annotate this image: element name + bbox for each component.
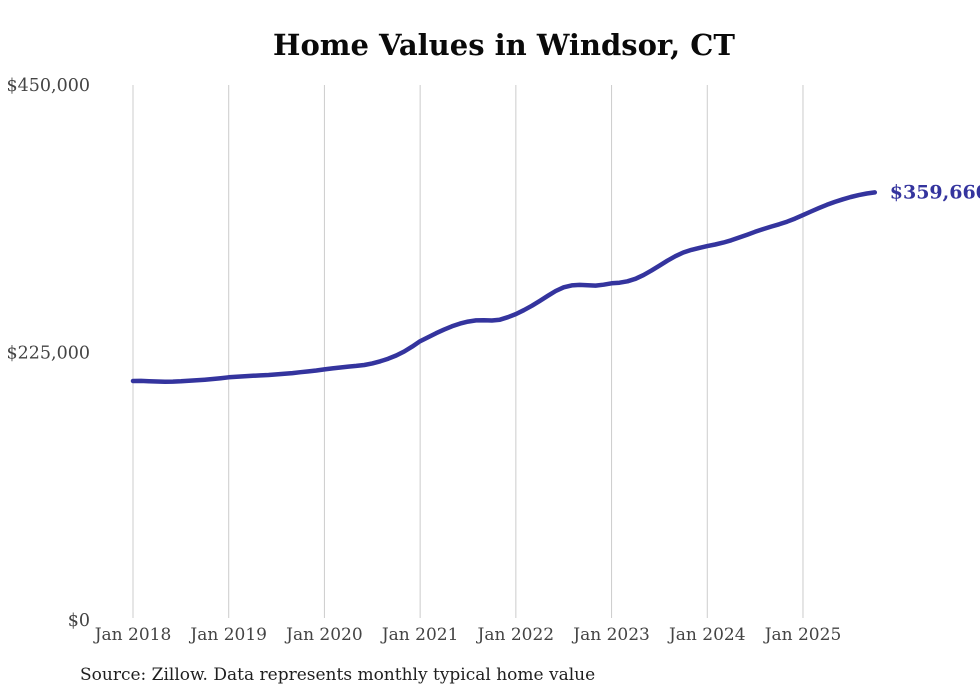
y-tick-label: $225,000 bbox=[6, 344, 90, 364]
x-tick-label: Jan 2024 bbox=[667, 625, 746, 645]
x-tick-label: Jan 2022 bbox=[476, 625, 555, 645]
x-tick-label: Jan 2019 bbox=[188, 625, 267, 645]
x-tick-label: Jan 2025 bbox=[763, 625, 842, 645]
x-tick-label: Jan 2020 bbox=[284, 625, 363, 645]
x-tick-label: Jan 2023 bbox=[571, 625, 650, 645]
chart-title: Home Values in Windsor, CT bbox=[273, 28, 735, 62]
home-value-line bbox=[130, 190, 878, 384]
y-tick-label: $0 bbox=[68, 611, 90, 631]
x-tick-label: Jan 2021 bbox=[380, 625, 459, 645]
source-note: Source: Zillow. Data represents monthly … bbox=[80, 665, 596, 685]
end-value-label: $359,660 bbox=[890, 181, 980, 203]
x-tick-label: Jan 2018 bbox=[93, 625, 172, 645]
y-tick-label: $450,000 bbox=[6, 76, 90, 96]
